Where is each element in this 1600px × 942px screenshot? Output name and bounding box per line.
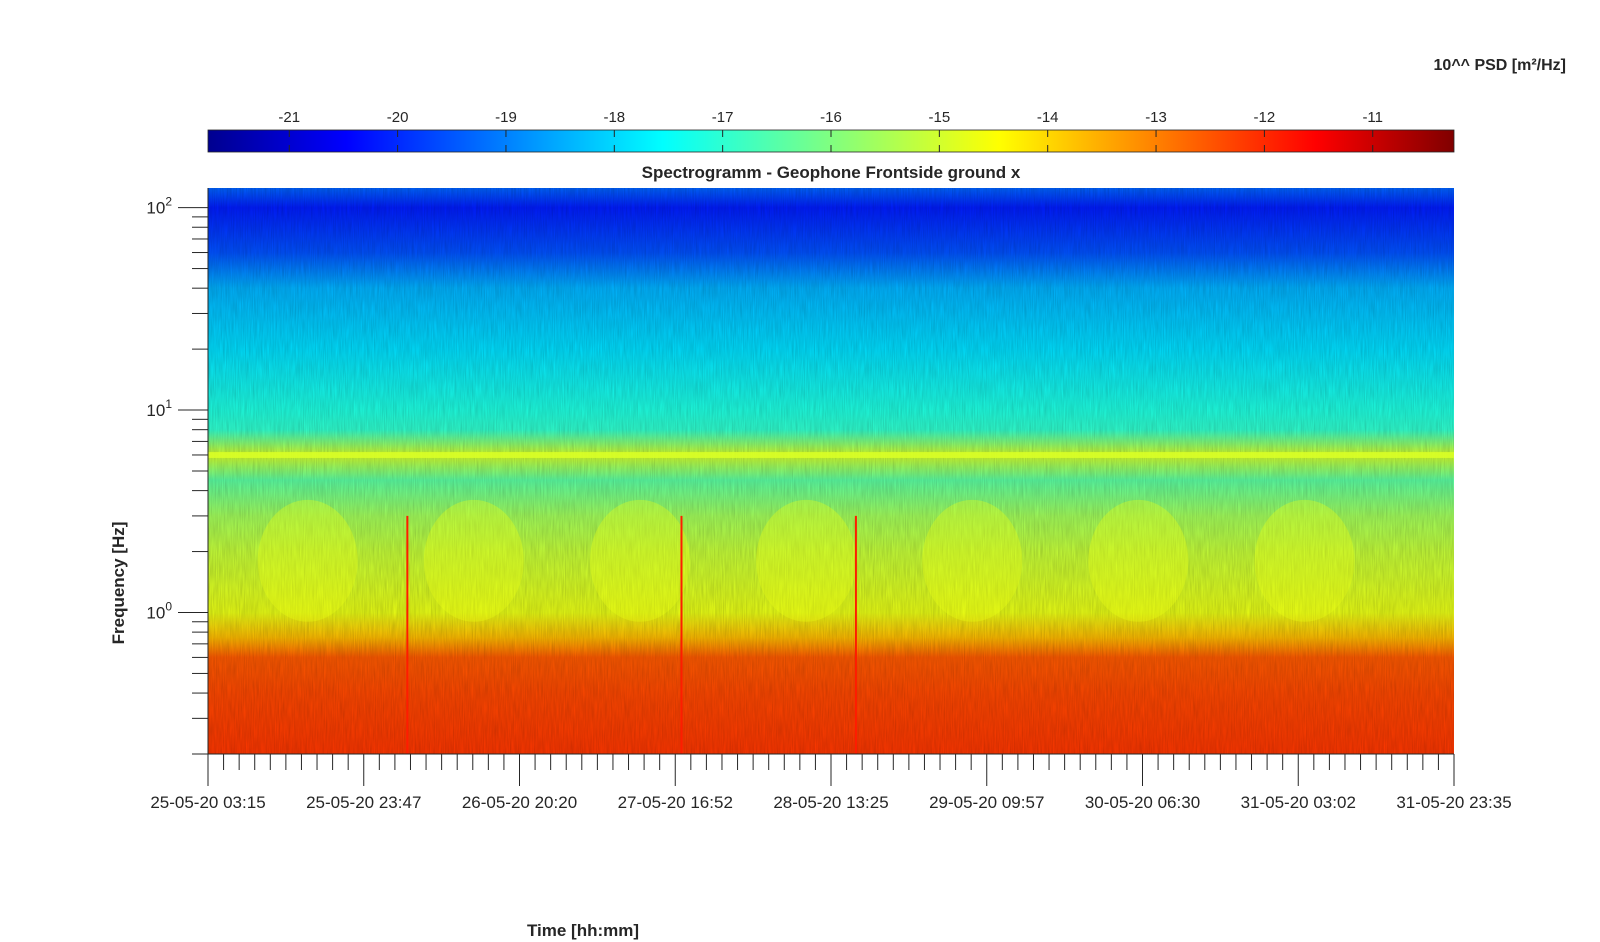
colorbar-tick-label: -12	[1254, 109, 1276, 126]
spectrogram-texture	[208, 188, 1454, 754]
harmonic-band	[208, 452, 1454, 458]
x-axis-label: Time [hh:mm]	[527, 921, 639, 940]
colorbar-tick-label: -17	[712, 109, 734, 126]
colorbar-tick-label: -19	[495, 109, 517, 126]
colorbar-tick-label: -16	[820, 109, 842, 126]
spectrogram-plot	[208, 188, 1454, 754]
x-tick-label: 30-05-20 06:30	[1085, 793, 1200, 812]
colorbar-tick-label: -13	[1145, 109, 1167, 126]
colorbar-tick-label: -18	[603, 109, 625, 126]
colorbar-label: 10^^ PSD [m²/Hz]	[1434, 57, 1566, 74]
activity-patch	[756, 499, 857, 622]
y-axis-label: Frequency [Hz]	[109, 522, 128, 645]
x-tick-label: 26-05-20 20:20	[462, 793, 577, 812]
activity-patch	[922, 499, 1023, 622]
x-tick-label: 25-05-20 03:15	[150, 793, 265, 812]
activity-patch	[589, 499, 690, 622]
activity-patch	[1088, 499, 1189, 622]
colorbar: -21 -20 -19 -18 -17 -16 -15 -14 -13 -12 -11	[207, 109, 1455, 153]
y-tick-label: 100	[146, 600, 172, 623]
spectrogram-features	[208, 452, 1454, 754]
activity-patch	[257, 499, 358, 622]
x-tick-label: 28-05-20 13:25	[773, 793, 888, 812]
colorbar-tick-label: -14	[1037, 109, 1059, 126]
x-tick-label: 27-05-20 16:52	[618, 793, 733, 812]
activity-patch	[423, 499, 524, 622]
activity-patch	[1254, 499, 1355, 622]
colorbar-tick-label: -11	[1362, 109, 1383, 126]
x-axis: 25-05-20 03:15 25-05-20 23:47 26-05-20 20:…	[150, 753, 1512, 812]
x-tick-label: 31-05-20 23:35	[1396, 793, 1511, 812]
x-tick-label: 31-05-20 03:02	[1241, 793, 1356, 812]
colorbar-tick-label: -20	[387, 109, 409, 126]
x-tick-label: 29-05-20 09:57	[929, 793, 1044, 812]
colorbar-ticks: -21 -20 -19 -18 -17 -16 -15 -14 -13 -12 -11	[278, 109, 1383, 152]
y-tick-label: 101	[146, 397, 172, 420]
colorbar-tick-label: -21	[278, 109, 300, 126]
x-tick-label: 25-05-20 23:47	[306, 793, 421, 812]
colorbar-tick-label: -15	[929, 109, 951, 126]
y-tick-label: 102	[146, 195, 172, 218]
y-axis: 100 101 102	[146, 188, 209, 755]
chart-title: Spectrogramm - Geophone Frontside ground…	[642, 163, 1021, 182]
